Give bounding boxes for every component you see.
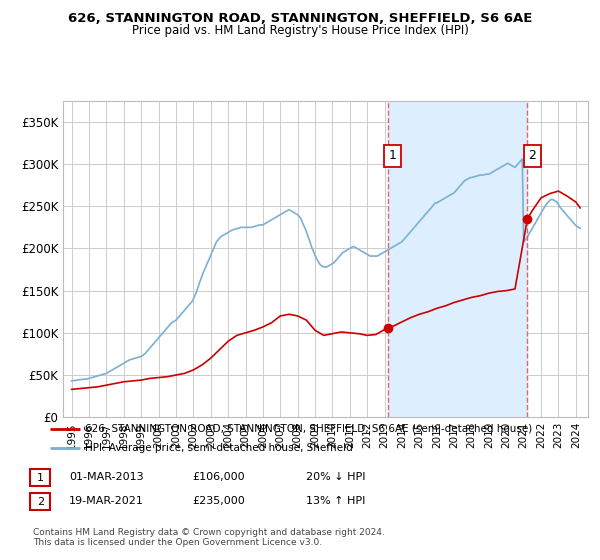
Text: 626, STANNINGTON ROAD, STANNINGTON, SHEFFIELD, S6 6AE: 626, STANNINGTON ROAD, STANNINGTON, SHEF…	[68, 12, 532, 25]
Text: £235,000: £235,000	[192, 496, 245, 506]
Text: 01-MAR-2013: 01-MAR-2013	[69, 472, 143, 482]
Bar	[388, 101, 527, 417]
Text: 2: 2	[529, 149, 536, 162]
Text: 19-MAR-2021: 19-MAR-2021	[69, 496, 144, 506]
Text: 13% ↑ HPI: 13% ↑ HPI	[306, 496, 365, 506]
Text: HPI: Average price, semi-detached house, Sheffield: HPI: Average price, semi-detached house,…	[85, 443, 353, 453]
Text: 1: 1	[389, 149, 397, 162]
Text: 2: 2	[37, 497, 44, 507]
Text: 20% ↓ HPI: 20% ↓ HPI	[306, 472, 365, 482]
Text: Price paid vs. HM Land Registry's House Price Index (HPI): Price paid vs. HM Land Registry's House …	[131, 24, 469, 36]
FancyBboxPatch shape	[30, 469, 50, 486]
Text: Contains HM Land Registry data © Crown copyright and database right 2024.
This d: Contains HM Land Registry data © Crown c…	[33, 528, 385, 547]
Text: £106,000: £106,000	[192, 472, 245, 482]
Text: 626, STANNINGTON ROAD, STANNINGTON, SHEFFIELD, S6 6AE (semi-detached house): 626, STANNINGTON ROAD, STANNINGTON, SHEF…	[85, 424, 532, 434]
FancyBboxPatch shape	[30, 493, 50, 510]
Text: 1: 1	[37, 473, 44, 483]
